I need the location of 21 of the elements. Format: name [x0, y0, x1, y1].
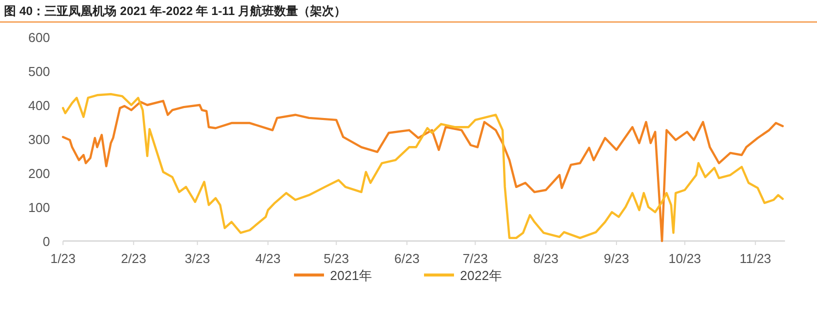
x-tick-label: 5/23	[324, 251, 349, 266]
y-tick-label: 100	[28, 200, 50, 215]
x-tick-label: 6/23	[394, 251, 420, 266]
legend-label: 2021年	[330, 268, 372, 283]
y-tick-label: 300	[28, 132, 50, 147]
y-tick-label: 0	[42, 234, 50, 249]
chart-title: 图 40：三亚凤凰机场 2021 年-2022 年 1-11 月航班数量（架次）	[4, 4, 346, 18]
legend-label: 2022年	[460, 268, 502, 283]
x-tick-label: 11/23	[740, 251, 772, 266]
x-tick-label: 10/23	[668, 251, 702, 266]
y-tick-label: 500	[28, 64, 50, 79]
y-tick-label: 200	[28, 166, 50, 181]
y-tick-label: 600	[28, 30, 50, 45]
x-tick-label: 3/23	[184, 251, 210, 266]
x-tick-label: 7/23	[462, 251, 488, 266]
x-tick-label: 1/23	[50, 251, 76, 266]
x-tick-label: 8/23	[533, 251, 559, 266]
x-tick-label: 2/23	[120, 251, 146, 266]
y-tick-label: 400	[28, 98, 50, 113]
x-tick-label: 4/23	[255, 251, 281, 266]
x-tick-label: 9/23	[604, 251, 630, 266]
